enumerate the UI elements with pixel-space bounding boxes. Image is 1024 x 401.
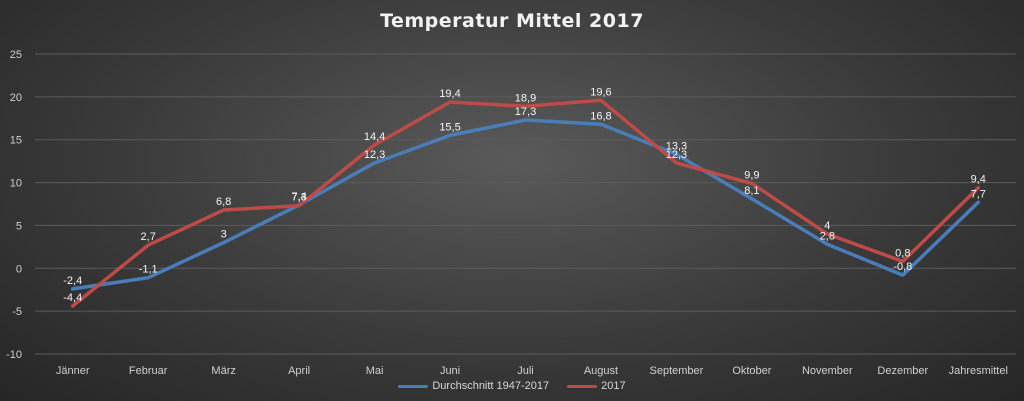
data-point	[373, 143, 377, 147]
data-label: 7,4	[291, 191, 306, 203]
y-tick-label: 20	[10, 92, 22, 104]
data-label: 13,3	[666, 140, 687, 152]
data-point	[524, 118, 527, 122]
chart-title: Temperatur Mittel 2017	[380, 10, 644, 32]
data-point	[901, 273, 905, 277]
data-label: 16,8	[590, 110, 611, 122]
data-point	[976, 200, 980, 204]
data-point	[750, 197, 754, 201]
data-label: 17,3	[515, 106, 536, 118]
data-label: 19,6	[590, 86, 611, 98]
series-line-0	[70, 118, 981, 291]
data-label: 12,3	[666, 149, 687, 161]
data-label: 2,8	[820, 230, 835, 242]
data-label: 9,4	[971, 174, 986, 186]
data-label: 9,9	[744, 169, 759, 181]
x-tick-label: Oktober	[732, 365, 771, 377]
data-label: 4	[824, 220, 830, 232]
data-point	[71, 304, 75, 308]
data-point	[297, 204, 301, 208]
legend-swatch	[567, 384, 598, 388]
legend-swatch	[398, 384, 429, 388]
x-tick-label: Juli	[517, 365, 534, 377]
x-tick-label: September	[650, 365, 704, 377]
data-point	[146, 243, 150, 247]
data-label: 19,4	[439, 88, 460, 100]
y-tick-label: 10	[10, 178, 22, 190]
data-point	[599, 98, 603, 102]
data-point	[599, 122, 603, 126]
data-label: 18,9	[515, 92, 536, 104]
data-label: -2,4	[63, 275, 82, 287]
data-point	[825, 232, 829, 236]
data-label: 8,1	[744, 185, 759, 197]
data-point	[448, 100, 452, 104]
data-point	[750, 181, 754, 185]
y-tick-label: -10	[6, 349, 22, 361]
data-label: 12,3	[364, 149, 385, 161]
x-tick-label: Mai	[366, 365, 384, 377]
data-label: 15,5	[439, 121, 460, 133]
data-point	[71, 287, 75, 291]
x-tick-label: Jänner	[56, 365, 90, 377]
legend-item-series-0: Durchschnitt 1947-2017	[398, 380, 549, 392]
y-tick-label: 25	[10, 49, 22, 61]
data-label: -0,8	[893, 261, 912, 273]
data-label: 3	[221, 229, 227, 241]
series-line-1	[70, 98, 981, 308]
data-point	[901, 259, 905, 263]
data-label: 7,7	[971, 188, 986, 200]
x-tick-label: April	[288, 365, 310, 377]
data-label: 0,8	[895, 247, 910, 259]
x-tick-label: März	[211, 365, 235, 377]
data-label: 6,8	[216, 196, 231, 208]
data-point	[976, 186, 980, 190]
data-point	[524, 104, 527, 108]
data-point	[674, 161, 678, 165]
data-point	[448, 133, 452, 137]
data-label: -1,1	[139, 264, 158, 276]
y-tick-label: 15	[10, 135, 22, 147]
y-tick-label: -5	[12, 306, 22, 318]
data-label: -4,4	[63, 292, 82, 304]
data-point	[222, 241, 226, 245]
x-tick-label: Dezember	[877, 365, 928, 377]
data-label: 2,7	[141, 231, 156, 243]
x-tick-label: November	[802, 365, 853, 377]
data-point	[825, 242, 829, 246]
y-tick-label: 0	[16, 263, 22, 275]
legend: Durchschnitt 1947-2017 2017	[0, 380, 1024, 392]
y-tick-label: 5	[16, 220, 22, 232]
legend-item-series-1: 2017	[567, 380, 626, 392]
data-label: 7,3	[291, 192, 306, 204]
data-label: 14,4	[364, 131, 385, 143]
data-point	[146, 276, 150, 280]
data-point	[373, 161, 377, 165]
legend-label: 2017	[601, 380, 626, 392]
x-tick-label: Jahresmittel	[949, 365, 1008, 377]
x-tick-label: Juni	[440, 365, 460, 377]
data-point	[674, 152, 678, 156]
legend-label: Durchschnitt 1947-2017	[432, 380, 550, 392]
data-point	[222, 208, 226, 212]
x-tick-label: Februar	[129, 365, 168, 377]
x-tick-label: August	[584, 365, 618, 377]
